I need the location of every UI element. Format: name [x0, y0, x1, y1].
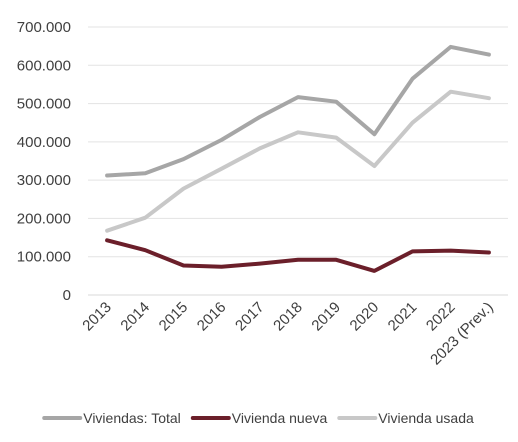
x-tick-label: 2016: [194, 299, 230, 335]
x-tick-label: 2013: [79, 299, 115, 335]
x-tick-label: 2021: [385, 299, 421, 335]
y-tick-label: 200.000: [17, 210, 71, 227]
y-tick-label: 600.000: [17, 57, 71, 74]
legend: Viviendas: Total Vivienda nueva Vivienda u…: [42, 410, 474, 426]
y-tick-label: 300.000: [17, 172, 71, 189]
y-axis-tick-labels: 0 100.000 200.000 300.000 400.000 500.000 600.…: [17, 19, 71, 304]
x-axis-tick-labels: 2013 2014 2015 2016 2017 2018 2019 2020 2021 2022…: [79, 299, 496, 369]
legend-label-viviendas-total: Viviendas: Total: [83, 410, 181, 426]
series-line-viviendas-total: [105, 44, 491, 178]
legend-label-vivienda-nueva: Vivienda nueva: [232, 410, 328, 426]
series-line-vivienda-nueva: [105, 238, 491, 273]
series-lines: [105, 44, 491, 273]
x-tick-label: 2020: [347, 299, 383, 335]
legend-label-vivienda-usada: Vivienda usada: [378, 410, 474, 426]
series-line-vivienda-usada: [105, 89, 491, 233]
x-tick-label: 2018: [270, 299, 306, 335]
gridlines: [88, 26, 508, 296]
x-tick-label: 2015: [156, 299, 192, 335]
y-tick-label: 400.000: [17, 134, 71, 151]
y-tick-label: 700.000: [17, 19, 71, 36]
y-tick-label: 0: [63, 287, 71, 304]
x-tick-label: 2014: [117, 299, 153, 335]
x-tick-label: 2017: [232, 299, 268, 335]
y-tick-label: 500.000: [17, 96, 71, 113]
x-tick-label: 2019: [308, 299, 344, 335]
y-tick-label: 100.000: [17, 249, 71, 266]
